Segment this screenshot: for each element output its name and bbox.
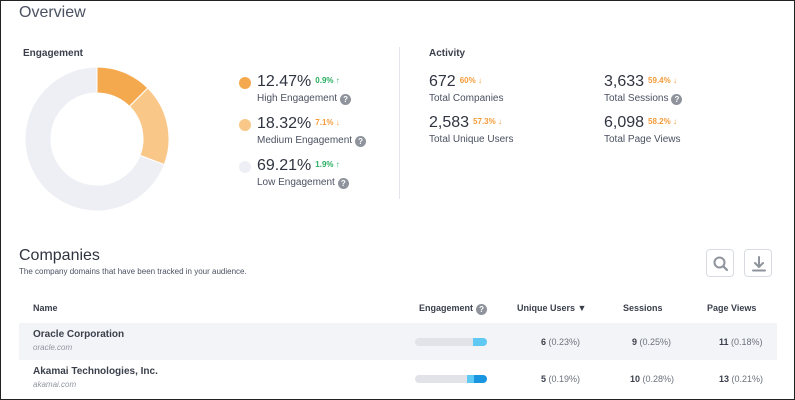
total-sessions-delta: 59.4% ↓ [648,76,677,85]
legend-dot-high [239,77,251,89]
total-page-views-label: Total Page Views [604,134,681,145]
total-page-views-delta: 58.2% ↓ [648,117,677,126]
overview-title: Overview [19,4,86,21]
metric-total-sessions: 3,633 59.4% ↓ Total Sessions? [604,73,683,105]
engagement-label: Engagement [23,48,84,59]
engagement-bar [415,338,487,346]
arrow-up-icon: ↑ [335,160,340,169]
low-engagement-value: 69.21% [257,157,312,174]
engagement-donut [24,66,170,212]
company-domain: oracle.com [33,343,73,352]
company-domain: akamai.com [33,380,77,389]
total-unique-users-delta: 57.3% ↓ [473,117,502,126]
total-companies-value: 672 [429,73,456,90]
arrow-down-icon: ↓ [477,76,482,85]
page-views-cell: 11 (0.18%) [719,337,763,347]
column-header-sessions[interactable]: Sessions [623,303,663,313]
arrow-down-icon: ↓ [335,118,340,127]
medium-engagement-delta: 7.1% ↓ [315,118,340,127]
table-row[interactable]: Akamai Technologies, Inc. akamai.com 5 (… [19,360,777,397]
arrow-down-icon: ↓ [672,117,677,126]
engagement-bar-dark-segment [474,375,487,383]
total-companies-label: Total Companies [429,93,504,104]
sessions-cell: 10 (0.28%) [630,374,675,384]
engagement-bar-light-segment [472,338,487,346]
arrow-down-icon: ↓ [497,117,502,126]
download-icon [752,256,766,272]
arrow-down-icon: ↓ [672,76,677,85]
engagement-bar-light-segment [466,375,475,383]
high-engagement-label: High Engagement [257,93,338,104]
engagement-bar [415,375,487,383]
low-engagement-delta: 1.9% ↑ [315,160,340,169]
help-icon[interactable]: ? [340,94,352,105]
help-icon[interactable]: ? [337,178,349,189]
metric-total-companies: 672 60% ↓ Total Companies [429,73,503,104]
total-page-views-value: 6,098 [604,114,645,131]
search-button[interactable] [706,249,734,277]
medium-engagement-value: 18.32% [257,115,312,132]
page-views-cell: 13 (0.21%) [719,374,764,384]
search-icon [713,256,729,272]
table-row[interactable]: Oracle Corporation oracle.com 6 (0.23%) … [19,323,777,360]
total-unique-users-value: 2,583 [429,114,470,131]
arrow-up-icon: ↑ [335,76,340,85]
help-icon[interactable]: ? [355,136,367,147]
donut-segment-low[interactable] [24,66,165,212]
activity-label: Activity [429,48,466,59]
metric-total-unique-users: 2,583 57.3% ↓ Total Unique Users [429,114,513,145]
column-header-engagement[interactable]: Engagement? [419,303,488,315]
total-companies-delta: 60% ↓ [459,76,482,85]
caret-down-icon: ▼ [577,303,587,313]
total-sessions-value: 3,633 [604,73,645,90]
column-header-name[interactable]: Name [33,303,58,313]
metric-total-page-views: 6,098 58.2% ↓ Total Page Views [604,114,681,145]
companies-subtitle: The company domains that have been track… [19,267,247,276]
company-name[interactable]: Akamai Technologies, Inc. [33,366,158,377]
download-button[interactable] [744,249,772,277]
unique-users-cell: 5 (0.19%) [541,374,581,384]
unique-users-cell: 6 (0.23%) [541,337,581,347]
total-unique-users-label: Total Unique Users [429,134,514,145]
company-name[interactable]: Oracle Corporation [33,329,125,340]
companies-title: Companies [19,247,100,264]
sessions-cell: 9 (0.25%) [632,337,672,347]
legend-dot-low [239,161,251,173]
total-sessions-label: Total Sessions [604,93,669,104]
high-engagement-value: 12.47% [257,73,312,90]
help-icon[interactable]: ? [476,304,488,315]
medium-engagement-label: Medium Engagement [257,135,353,146]
low-engagement-label: Low Engagement [257,177,335,188]
help-icon[interactable]: ? [671,94,683,105]
legend-dot-medium [239,119,251,131]
column-header-page-views[interactable]: Page Views [707,303,757,313]
high-engagement-delta: 0.9% ↑ [315,76,340,85]
column-header-unique-users[interactable]: Unique Users ▼ [517,303,587,313]
section-divider [399,47,400,199]
